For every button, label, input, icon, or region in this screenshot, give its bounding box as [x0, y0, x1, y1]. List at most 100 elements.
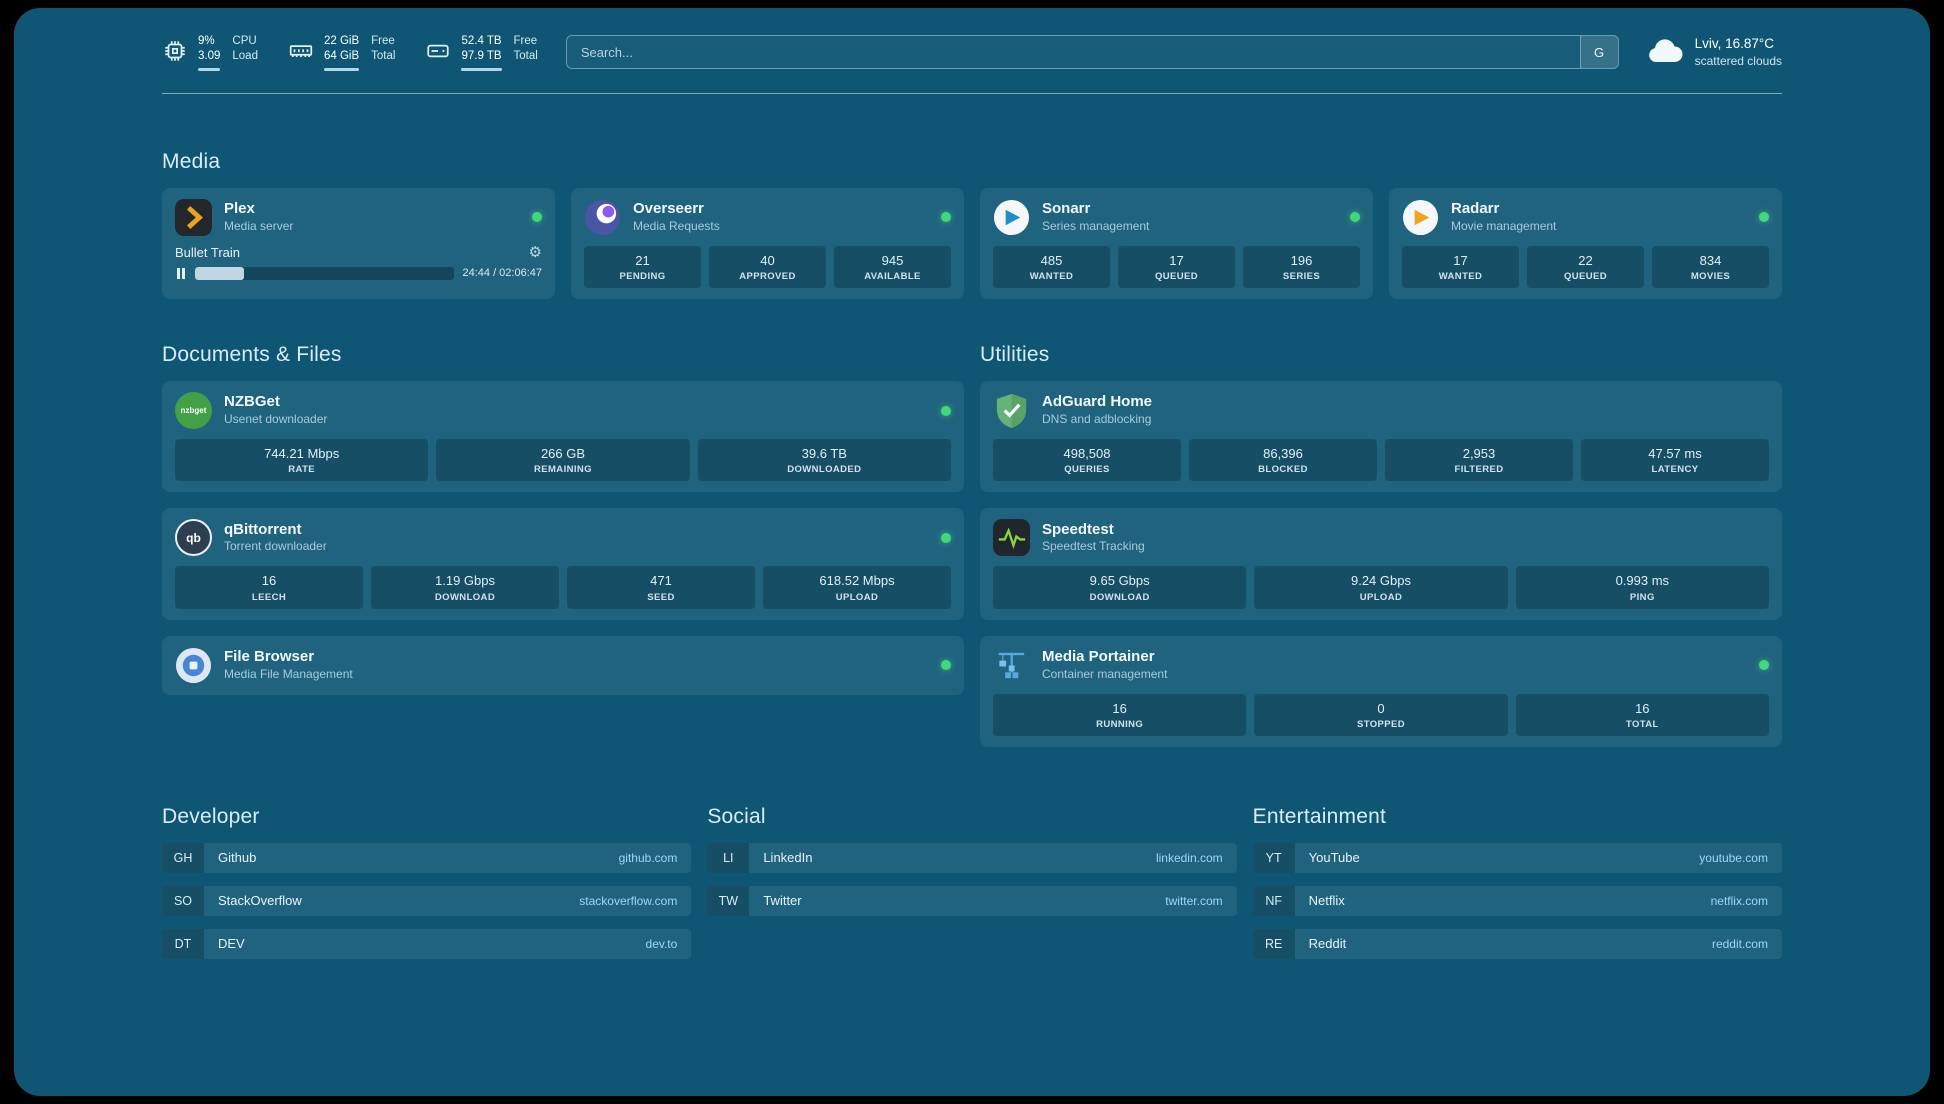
service-name: Media Portainer: [1042, 647, 1155, 665]
gear-icon[interactable]: ⚙: [528, 243, 542, 261]
service-link-radarr[interactable]: Radarr Movie management: [1402, 199, 1769, 236]
service-card-portainer: Media Portainer Container management 16 …: [980, 635, 1782, 747]
service-name: File Browser: [224, 647, 315, 665]
service-subtitle: Container management: [1042, 666, 1168, 681]
section-title-developer: Developer: [162, 804, 260, 828]
bookmark-abbr: YT: [1252, 842, 1295, 873]
bookmark-url: github.com: [618, 850, 678, 865]
stat-download: 1.19 Gbps DOWNLOAD: [371, 566, 559, 609]
bookmark-github[interactable]: GH Github github.com: [162, 842, 692, 873]
service-name: NZBGet: [224, 393, 280, 411]
service-subtitle: Media File Management: [224, 666, 353, 681]
service-link-filebrowser[interactable]: File Browser Media File Management: [175, 647, 951, 684]
cpu-label-1: CPU: [232, 35, 257, 47]
bookmark-name: Reddit: [1308, 936, 1347, 952]
bookmark-name: Github: [218, 850, 257, 866]
bookmark-netflix[interactable]: NF Netflix netflix.com: [1252, 885, 1782, 916]
stat-latency: 47.57 ms LATENCY: [1581, 439, 1769, 482]
bookmark-group-developer: Developer GH Github github.com SO StackO…: [162, 747, 692, 972]
filebrowser-icon: [175, 647, 212, 684]
status-dot: [1350, 212, 1360, 223]
stat-blocked: 86,396 BLOCKED: [1189, 439, 1377, 482]
section-title-utilities: Utilities: [980, 343, 1050, 367]
stat-remaining: 266 GB REMAINING: [436, 439, 690, 482]
service-link-sonarr[interactable]: Sonarr Series management: [993, 199, 1360, 236]
service-link-adguard[interactable]: AdGuard Home DNS and adblocking: [993, 392, 1769, 429]
bookmark-stackoverflow[interactable]: SO StackOverflow stackoverflow.com: [162, 885, 692, 916]
cpu-chip-icon: [162, 38, 188, 64]
service-link-overseerr[interactable]: Overseerr Media Requests: [584, 199, 951, 236]
stat-ping: 0.993 ms PING: [1515, 566, 1769, 609]
service-link-portainer[interactable]: Media Portainer Container management: [993, 647, 1769, 684]
qbittorrent-icon: qb: [175, 519, 212, 557]
bookmark-youtube[interactable]: YT YouTube youtube.com: [1252, 842, 1782, 873]
cpu-loadavg: 3.09: [198, 49, 221, 62]
bookmark-name: StackOverflow: [218, 893, 302, 909]
progress-time: 24:44 / 02:06:47: [462, 267, 542, 280]
bookmark-abbr: RE: [1252, 928, 1295, 959]
documents-column: Documents & Files nzbget NZBGet Usenet d…: [162, 343, 964, 695]
service-link-speedtest[interactable]: Speedtest Speedtest Tracking: [993, 519, 1769, 557]
bookmark-reddit[interactable]: RE Reddit reddit.com: [1252, 928, 1782, 959]
stat-filtered: 2,953 FILTERED: [1385, 439, 1573, 482]
bookmark-linkedin[interactable]: LI LinkedIn linkedin.com: [707, 842, 1237, 873]
bookmark-abbr: DT: [162, 928, 204, 959]
stat-download: 9.65 Gbps DOWNLOAD: [993, 566, 1247, 609]
bookmark-abbr: TW: [707, 885, 750, 916]
bookmark-name: Twitter: [763, 893, 802, 909]
section-title-media: Media: [162, 149, 221, 173]
stat-movies: 834 MOVIES: [1652, 245, 1769, 289]
bookmark-url: twitter.com: [1165, 893, 1223, 908]
cloud-icon: [1648, 39, 1683, 63]
disk-label-1: Free: [513, 35, 538, 47]
service-name: AdGuard Home: [1042, 393, 1153, 411]
service-subtitle: Torrent downloader: [224, 539, 327, 554]
stat-wanted: 485 WANTED: [993, 245, 1110, 289]
service-card-adguard: AdGuard Home DNS and adblocking 498,508 …: [980, 381, 1782, 493]
weather-location: Lviv, 16.87°C: [1694, 36, 1775, 52]
service-subtitle: Movie management: [1451, 218, 1557, 233]
service-card-qbittorrent: qb qBittorrent Torrent downloader 16 LEE…: [162, 508, 964, 620]
stat-rate: 744.21 Mbps RATE: [175, 439, 429, 482]
stat-upload: 618.52 Mbps UPLOAD: [763, 566, 951, 609]
stat-pending: 21 PENDING: [584, 245, 701, 289]
service-card-radarr: Radarr Movie management 17 WANTED 22 QUE…: [1389, 187, 1782, 300]
service-card-speedtest: Speedtest Speedtest Tracking 9.65 Gbps D…: [980, 508, 1782, 620]
memory-free: 22 GiB: [323, 35, 360, 47]
bookmark-dev[interactable]: DT DEV dev.to: [162, 928, 692, 959]
bookmark-abbr: NF: [1252, 885, 1295, 916]
status-dot: [941, 212, 951, 223]
service-card-overseerr: Overseerr Media Requests 21 PENDING 40 A…: [571, 187, 964, 300]
radarr-icon: [1402, 199, 1439, 236]
service-link-qbittorrent[interactable]: qb qBittorrent Torrent downloader: [175, 519, 951, 557]
bookmark-url: reddit.com: [1711, 936, 1768, 951]
service-link-nzbget[interactable]: nzbget NZBGet Usenet downloader: [175, 392, 951, 430]
memory-total: 64 GiB: [323, 49, 360, 62]
search-provider-button[interactable]: G: [1579, 36, 1618, 69]
status-dot: [941, 532, 951, 543]
search-bar: G: [565, 35, 1619, 70]
status-dot: [532, 212, 542, 223]
stat-seed: 471 SEED: [567, 566, 755, 609]
progress-bar[interactable]: [195, 266, 455, 280]
service-subtitle: Usenet downloader: [224, 412, 328, 427]
stat-available: 945 AVAILABLE: [834, 245, 951, 289]
pause-button[interactable]: [175, 267, 187, 280]
now-playing-title: Bullet Train: [175, 244, 241, 260]
nzbget-icon: nzbget: [175, 392, 212, 430]
service-name: Plex: [224, 200, 255, 218]
disk-drive-icon: [425, 38, 451, 64]
status-dot: [941, 405, 951, 416]
utilities-column: Utilities AdGuard Home: [980, 343, 1782, 747]
bookmark-url: netflix.com: [1710, 893, 1768, 908]
service-link-plex[interactable]: Plex Media server: [175, 198, 542, 236]
bookmark-twitter[interactable]: TW Twitter twitter.com: [707, 885, 1237, 916]
service-card-filebrowser: File Browser Media File Management: [162, 635, 964, 695]
cpu-percent: 9%: [198, 35, 215, 47]
bookmark-url: linkedin.com: [1155, 850, 1223, 865]
adguard-shield-icon: [993, 392, 1030, 429]
disk-free: 52.4 TB: [461, 35, 502, 47]
search-input[interactable]: [566, 36, 1580, 69]
service-subtitle: Media server: [224, 218, 294, 233]
service-subtitle: Media Requests: [633, 218, 720, 233]
